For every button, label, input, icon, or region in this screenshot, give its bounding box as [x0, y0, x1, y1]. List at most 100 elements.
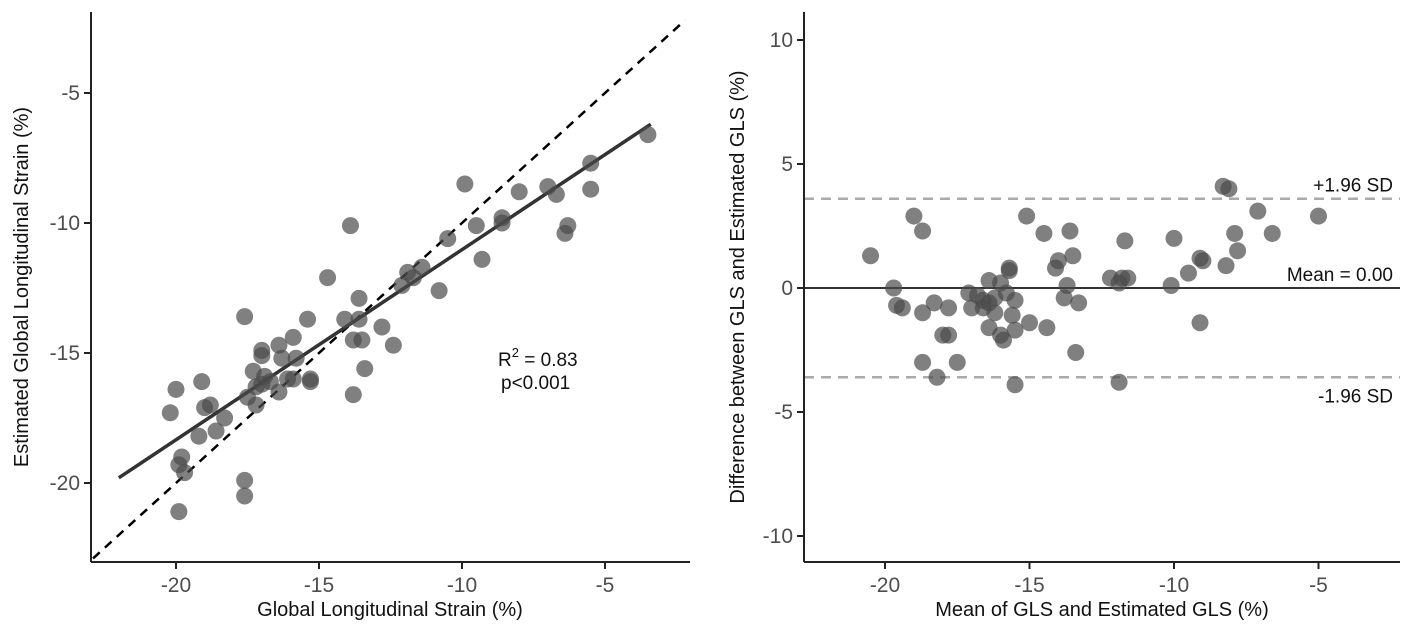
bland-altman-point: [1064, 247, 1082, 265]
p-value-annotation: p<0.001: [501, 373, 570, 394]
scatter-point: [582, 180, 600, 198]
scatter-point: [236, 471, 254, 489]
scatter-point: [439, 230, 457, 248]
bland-altman-point: [1067, 343, 1085, 361]
scatter-point: [393, 276, 411, 294]
scatter-point: [467, 217, 485, 235]
bland-altman-point: [1035, 224, 1053, 242]
bland-altman-points: [862, 177, 1327, 394]
scatter-point: [236, 308, 254, 326]
bland-altman-point: [1006, 376, 1024, 394]
scatter-point: [430, 282, 448, 300]
x-tick-label: -20: [161, 574, 191, 597]
bland-altman-y-ticks: 10 5 0 -5 -10: [763, 29, 804, 548]
bland-altman-point: [1194, 252, 1212, 270]
scatter-point: [319, 269, 337, 287]
bland-altman-point: [1162, 277, 1180, 295]
scatter-point: [539, 178, 557, 196]
bland-altman-point: [1049, 252, 1067, 270]
bland-altman-point: [1061, 222, 1079, 240]
scatter-point: [216, 409, 234, 427]
bland-altman-point: [986, 304, 1004, 322]
bland-altman-point: [1165, 229, 1183, 247]
scatter-point: [582, 154, 600, 172]
y-tick-label: -5: [774, 401, 793, 424]
scatter-point: [510, 183, 528, 201]
bland-altman-point: [994, 331, 1012, 349]
bland-altman-point: [862, 247, 880, 265]
r-squared-annotation: R2 = 0.83: [498, 345, 578, 371]
bland-altman-point: [1038, 319, 1056, 337]
x-tick-label: -20: [870, 574, 900, 597]
scatter-point: [273, 349, 291, 367]
bland-altman-point: [1110, 373, 1128, 391]
x-tick-label: -5: [1309, 574, 1328, 597]
scatter-y-axis-title: Estimated Global Longitudinal Strain (%): [11, 107, 33, 467]
scatter-point: [196, 399, 214, 417]
y-tick-label: -10: [50, 212, 80, 235]
mean-label: Mean = 0.00: [1287, 265, 1393, 286]
scatter-point: [253, 347, 271, 365]
scatter-point: [356, 360, 374, 378]
bland-altman-point: [1119, 269, 1137, 287]
scatter-point: [341, 217, 359, 235]
scatter-x-ticks: -20 -15 -10 -5: [161, 562, 615, 597]
scatter-point: [493, 214, 511, 232]
bland-altman-point: [1070, 294, 1088, 312]
bland-altman-point: [1249, 202, 1267, 220]
bland-altman-point: [948, 353, 966, 371]
scatter-point: [373, 318, 391, 336]
bland-altman-point: [1116, 232, 1134, 250]
bland-altman-y-axis-title: Difference between GLS and Estimated GLS…: [727, 70, 749, 503]
scatter-y-ticks: -5 -10 -15 -20: [50, 82, 91, 495]
lower-limit-label: -1.96 SD: [1318, 386, 1393, 407]
bland-altman-point: [1191, 314, 1209, 332]
scatter-point: [170, 456, 188, 474]
scatter-point: [284, 328, 302, 346]
bland-altman-point: [1310, 207, 1327, 225]
bland-altman-point: [1003, 306, 1021, 324]
scatter-point: [350, 310, 368, 328]
scatter-point: [207, 422, 225, 440]
bland-altman-panel: -20 -15 -10 -5 10 5 0 -5 -10 Mean of GLS and Es…: [727, 12, 1400, 621]
scatter-point: [287, 349, 305, 367]
bland-altman-point: [1000, 259, 1018, 277]
y-tick-label: -20: [50, 472, 80, 495]
bland-altman-point: [1226, 224, 1244, 242]
scatter-points: [161, 126, 657, 521]
scatter-point: [236, 487, 254, 505]
bland-altman-point: [885, 279, 903, 297]
scatter-point: [239, 388, 256, 406]
scatter-point: [167, 380, 185, 398]
y-tick-label: 5: [781, 153, 793, 176]
x-tick-label: -10: [447, 574, 477, 597]
scatter-point: [556, 224, 574, 242]
bland-altman-point: [1006, 321, 1024, 339]
scatter-point: [270, 336, 288, 354]
bland-altman-point: [1006, 291, 1024, 309]
bland-altman-point: [1263, 224, 1281, 242]
x-tick-label: -5: [596, 574, 615, 597]
y-tick-label: -5: [61, 82, 80, 105]
scatter-point: [299, 310, 317, 328]
bland-altman-point: [905, 207, 923, 225]
scatter-point: [161, 404, 179, 422]
y-tick-label: 0: [781, 277, 793, 300]
bland-altman-point: [925, 294, 943, 312]
scatter-point: [170, 503, 188, 521]
bland-altman-point: [940, 326, 958, 344]
bland-altman-point: [1058, 277, 1076, 295]
scatter-panel: -20 -15 -10 -5 -5 -10 -15 -20 Global Longitudi…: [11, 12, 690, 621]
bland-altman-point: [1018, 207, 1036, 225]
bland-altman-point: [928, 368, 946, 386]
scatter-point: [244, 362, 262, 380]
scatter-point: [279, 370, 297, 388]
scatter-x-axis-title: Global Longitudinal Strain (%): [257, 599, 523, 621]
bland-altman-point: [1229, 242, 1247, 260]
scatter-point: [384, 336, 402, 354]
bland-altman-point: [914, 222, 932, 240]
bland-altman-reference-lines: [804, 197, 1400, 379]
bland-altman-point: [914, 353, 932, 371]
scatter-point: [336, 310, 354, 328]
